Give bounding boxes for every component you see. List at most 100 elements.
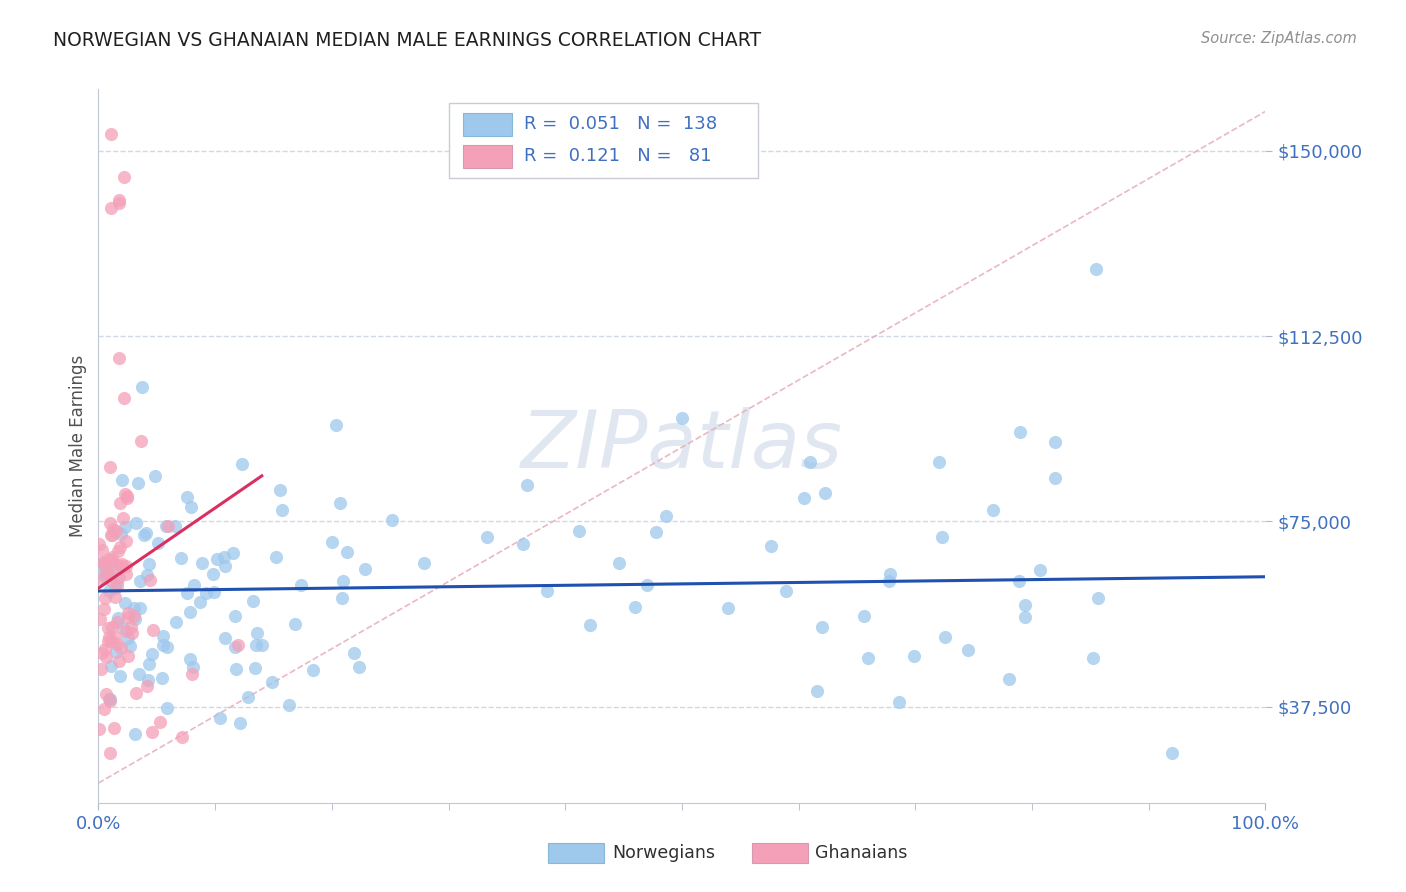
Point (100, 528, 122, 542)
Point (111, 621, 134, 635)
Point (98, 694, 121, 708)
Point (90, 555, 112, 569)
Point (775, 583, 797, 598)
Point (568, 524, 591, 538)
Point (214, 558, 236, 573)
Point (100, 201, 122, 215)
Point (110, 526, 132, 541)
Point (190, 556, 212, 570)
Point (94, 566, 117, 580)
Point (117, 610, 139, 624)
Point (101, 522, 124, 536)
Point (143, 468, 166, 483)
Point (105, 645, 128, 659)
Point (1087, 591, 1109, 605)
Point (134, 528, 156, 542)
Point (353, 562, 375, 576)
Point (94, 564, 117, 578)
Point (107, 611, 129, 625)
Point (176, 586, 198, 600)
Point (609, 556, 631, 570)
Point (997, 673, 1019, 687)
Point (100, 549, 122, 564)
Point (114, 487, 136, 501)
Point (761, 539, 783, 553)
Point (228, 638, 250, 652)
Point (928, 455, 950, 469)
Point (124, 612, 146, 626)
Point (1045, 435, 1067, 450)
Point (91, 646, 114, 660)
Text: NORWEGIAN VS GHANAIAN MEDIAN MALE EARNINGS CORRELATION CHART: NORWEGIAN VS GHANAIAN MEDIAN MALE EARNIN… (53, 31, 762, 50)
Bar (752, 843, 808, 863)
Point (284, 617, 307, 632)
Point (654, 509, 676, 524)
Point (129, 434, 152, 449)
Point (107, 544, 129, 558)
Bar (463, 112, 512, 136)
Point (207, 552, 229, 566)
Point (91, 573, 114, 587)
Point (329, 496, 352, 510)
FancyBboxPatch shape (449, 103, 758, 178)
Point (271, 503, 294, 517)
Point (242, 594, 264, 608)
Point (957, 642, 980, 657)
Point (125, 516, 148, 530)
Point (141, 647, 163, 661)
Point (245, 638, 267, 652)
Point (172, 731, 194, 745)
Point (93, 602, 115, 616)
Point (183, 577, 205, 591)
Point (321, 534, 343, 549)
Point (347, 660, 370, 674)
Point (127, 475, 149, 490)
Point (903, 648, 925, 663)
Point (100, 528, 122, 542)
Point (108, 654, 131, 668)
Point (135, 526, 157, 541)
Point (117, 631, 139, 645)
Point (87, 558, 110, 572)
Point (806, 684, 828, 698)
Point (100, 634, 122, 648)
Point (98, 747, 121, 761)
Point (98, 692, 121, 706)
Point (100, 573, 122, 587)
Point (112, 170, 135, 185)
Bar (548, 843, 603, 863)
Point (94, 570, 117, 584)
Point (856, 651, 879, 665)
Point (245, 661, 267, 675)
Point (115, 491, 138, 506)
Point (152, 629, 174, 643)
Point (269, 483, 291, 498)
Point (111, 558, 134, 572)
Point (104, 524, 127, 539)
Point (799, 455, 821, 469)
Point (100, 659, 122, 673)
Point (94, 591, 117, 606)
Point (302, 663, 325, 677)
Point (97, 551, 120, 566)
Point (212, 550, 235, 565)
Point (931, 530, 953, 544)
Point (114, 520, 136, 534)
Point (214, 631, 236, 645)
Point (101, 620, 124, 634)
Point (100, 128, 122, 142)
Point (157, 519, 180, 533)
Point (225, 662, 247, 676)
Point (121, 626, 143, 640)
Point (176, 490, 198, 504)
Point (114, 596, 136, 610)
Point (202, 566, 225, 581)
Point (89, 612, 111, 626)
Point (129, 574, 152, 588)
Point (97, 630, 120, 644)
Point (636, 578, 658, 592)
Point (221, 546, 243, 560)
Point (105, 579, 128, 593)
Point (98, 459, 121, 474)
Point (142, 623, 165, 637)
